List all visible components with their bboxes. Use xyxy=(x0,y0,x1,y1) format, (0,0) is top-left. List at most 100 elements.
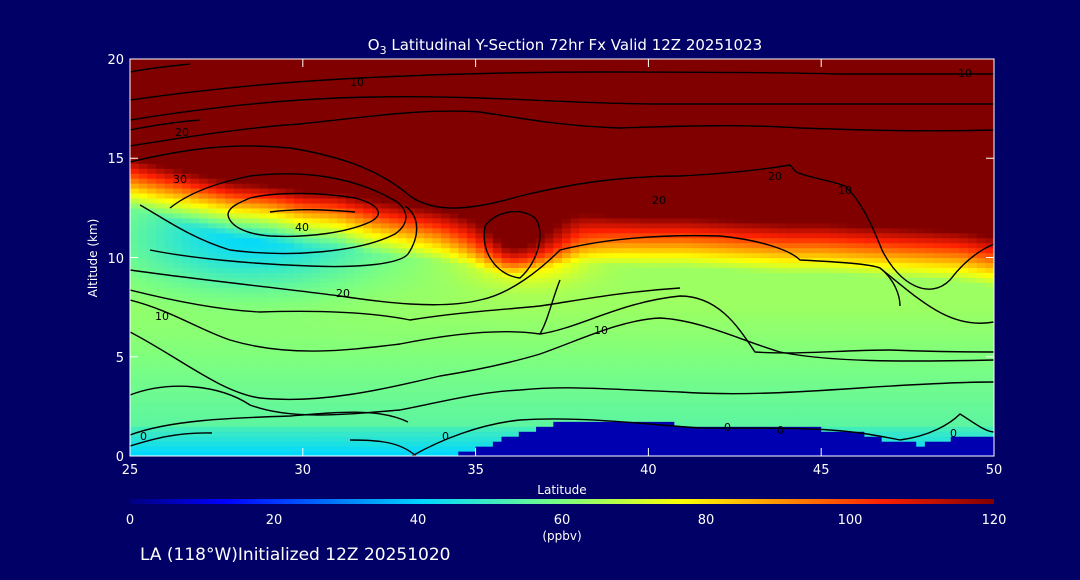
heatmap-cell xyxy=(397,158,408,164)
heatmap-cell xyxy=(242,302,252,308)
heatmap-cell xyxy=(613,262,624,269)
heatmap-cell xyxy=(631,451,641,456)
heatmap-cell xyxy=(354,326,364,333)
heatmap-cell xyxy=(199,192,209,199)
heatmap-cell xyxy=(631,297,641,303)
heatmap-cell xyxy=(484,138,494,144)
heatmap-cell xyxy=(250,113,261,120)
heatmap-cell xyxy=(466,168,477,174)
heatmap-cell xyxy=(406,68,416,75)
heatmap-cell xyxy=(190,272,200,278)
heatmap-cell xyxy=(579,133,589,139)
heatmap-cell xyxy=(285,178,295,184)
heatmap-cell xyxy=(432,247,442,254)
heatmap-cell xyxy=(570,317,580,323)
heatmap-cell xyxy=(268,411,278,417)
heatmap-cell xyxy=(475,207,485,214)
heatmap-cell xyxy=(285,441,295,447)
heatmap-cell xyxy=(415,451,425,456)
heatmap-cell xyxy=(242,366,252,373)
heatmap-cell xyxy=(320,93,330,100)
heatmap-cell xyxy=(216,73,226,80)
heatmap-cell xyxy=(639,188,649,194)
heatmap-cell xyxy=(138,232,148,239)
heatmap-cell xyxy=(475,287,485,293)
heatmap-cell xyxy=(570,361,580,368)
heatmap-cell xyxy=(657,207,667,214)
heatmap-cell xyxy=(216,351,226,358)
heatmap-cell xyxy=(268,103,278,110)
heatmap-cell xyxy=(432,252,442,259)
heatmap-cell xyxy=(389,317,399,323)
heatmap-cell xyxy=(605,431,615,437)
heatmap-cell xyxy=(596,331,606,338)
heatmap-cell xyxy=(492,247,503,254)
heatmap-cell xyxy=(302,138,313,144)
heatmap-cell xyxy=(587,451,598,456)
heatmap-cell xyxy=(579,441,589,447)
heatmap-cell xyxy=(518,421,529,427)
heatmap-cell xyxy=(216,108,226,115)
heatmap-cell xyxy=(648,351,658,358)
heatmap-cell xyxy=(320,341,330,348)
heatmap-cell xyxy=(328,138,338,144)
heatmap-cell xyxy=(302,277,313,283)
heatmap-cell xyxy=(605,436,615,442)
heatmap-cell xyxy=(285,113,295,120)
heatmap-cell xyxy=(259,93,269,100)
heatmap-cell xyxy=(337,83,347,90)
heatmap-cell xyxy=(397,197,408,204)
heatmap-cell xyxy=(207,173,217,179)
heatmap-cell xyxy=(242,421,252,427)
heatmap-cell xyxy=(631,426,641,432)
heatmap-cell xyxy=(207,297,217,303)
heatmap-cell xyxy=(579,411,589,417)
heatmap-cell xyxy=(657,312,667,318)
heatmap-cell xyxy=(242,277,252,283)
heatmap-cell xyxy=(587,411,598,417)
heatmap-cell xyxy=(302,158,313,164)
heatmap-cell xyxy=(268,93,278,100)
heatmap-cell xyxy=(432,197,442,204)
heatmap-cell xyxy=(587,247,598,254)
heatmap-cell xyxy=(354,386,364,393)
heatmap-cell xyxy=(458,232,468,239)
heatmap-cell xyxy=(553,386,563,393)
heatmap-cell xyxy=(639,322,649,328)
heatmap-cell xyxy=(510,346,520,353)
heatmap-cell xyxy=(613,138,624,144)
heatmap-cell xyxy=(518,396,529,403)
heatmap-cell xyxy=(190,371,200,378)
heatmap-cell xyxy=(147,277,157,283)
heatmap-cell xyxy=(553,277,563,283)
heatmap-cell xyxy=(311,202,321,209)
heatmap-cell xyxy=(449,247,459,254)
heatmap-cell xyxy=(527,163,537,169)
heatmap-cell xyxy=(389,158,399,164)
heatmap-cell xyxy=(190,123,200,130)
heatmap-cell xyxy=(466,173,477,179)
heatmap-cell xyxy=(406,98,416,105)
heatmap-cell xyxy=(173,78,183,85)
heatmap-cell xyxy=(441,68,451,75)
heatmap-cell xyxy=(250,331,261,338)
heatmap-cell xyxy=(216,158,226,164)
heatmap-cell xyxy=(225,426,235,432)
heatmap-cell xyxy=(441,128,451,135)
heatmap-cell xyxy=(570,173,580,179)
heatmap-cell xyxy=(346,287,356,293)
heatmap-cell xyxy=(639,312,649,318)
heatmap-cell xyxy=(242,406,252,412)
heatmap-cell xyxy=(406,282,416,288)
heatmap-cell xyxy=(346,237,356,244)
heatmap-cell xyxy=(605,331,615,338)
heatmap-cell xyxy=(501,351,511,358)
heatmap-cell xyxy=(181,287,192,293)
heatmap-cell xyxy=(553,351,563,358)
heatmap-cell xyxy=(432,376,442,383)
heatmap-cell xyxy=(527,336,537,343)
heatmap-cell xyxy=(268,386,278,393)
heatmap-cell xyxy=(199,446,209,452)
heatmap-cell xyxy=(294,148,304,154)
heatmap-cell xyxy=(130,376,140,383)
